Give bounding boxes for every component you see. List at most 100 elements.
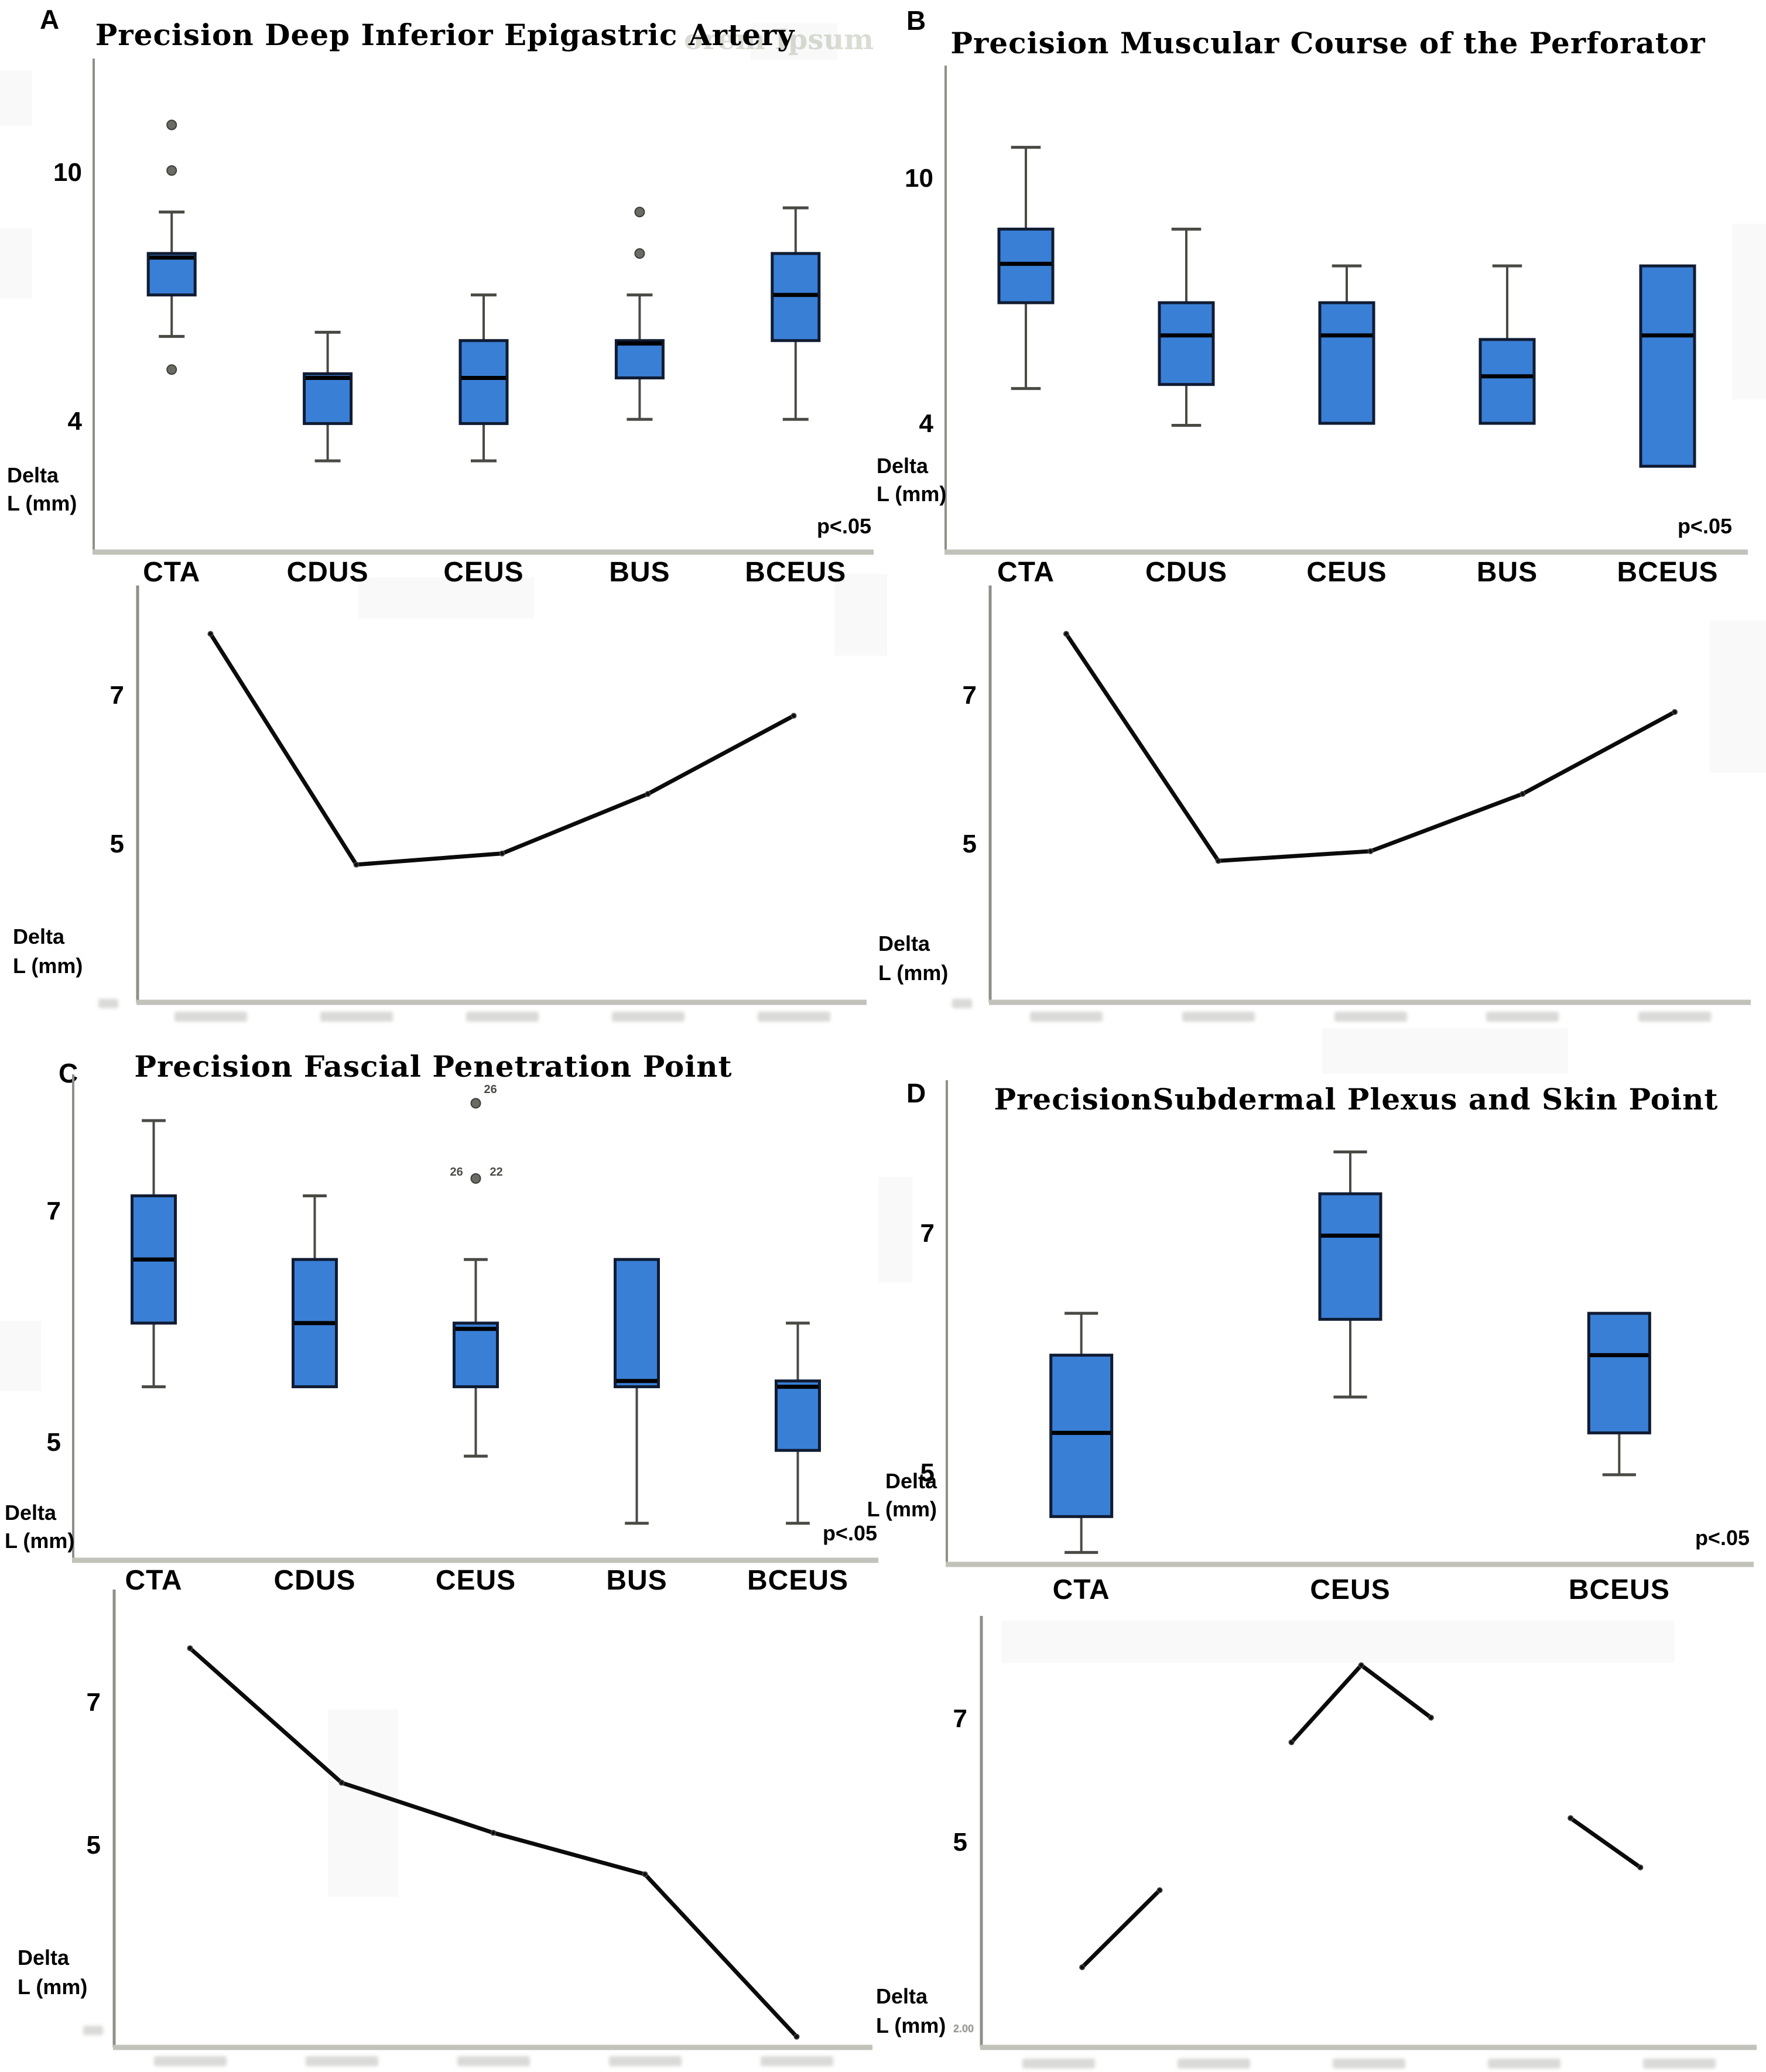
boxplot-category-D-BCEUS: BCEUS <box>1568 1574 1670 1605</box>
illegible-axis-label <box>1022 2059 1096 2068</box>
background-artifact <box>0 70 32 126</box>
illegible-axis-label <box>1178 2059 1251 2068</box>
box-A-CTA <box>146 252 197 297</box>
line-series-A-0 <box>208 632 796 867</box>
box-A-CDUS <box>303 372 353 425</box>
background-artifact <box>1322 1028 1568 1074</box>
linechart-ytick-A-5: 5 <box>109 830 124 858</box>
boxplot-category-A-CDUS: CDUS <box>286 557 369 588</box>
line-point-B <box>1519 791 1526 797</box>
illegible-axis-label <box>608 2056 682 2066</box>
illegible-axis-label <box>1642 2059 1716 2068</box>
illegible-axis-label <box>174 1012 247 1022</box>
boxplot-ylabel-line1-B: Delta <box>877 454 929 478</box>
illegible-axis-label <box>952 999 972 1008</box>
line-point-D <box>1637 1864 1644 1871</box>
boxplot-ytick-D-5: 5 <box>920 1458 935 1487</box>
background-artifact <box>751 23 837 60</box>
faint-watermark-text: orem Ipsum <box>684 23 874 56</box>
background-artifact <box>1710 621 1766 773</box>
linechart-ytick-A-7: 7 <box>109 680 124 710</box>
line-point-A <box>645 791 651 797</box>
panel-letter-d: D <box>906 1078 926 1108</box>
line-point-C <box>642 1871 648 1878</box>
outlier-A-CTA-0 <box>166 119 177 131</box>
line-point-C <box>187 1645 193 1652</box>
boxplot-ytick-C-5: 5 <box>46 1428 61 1457</box>
box-B-BUS <box>1478 338 1536 425</box>
line-series-D-0 <box>1080 1888 1162 1970</box>
line-point-B <box>1063 631 1069 637</box>
outlier-C-CEUS-0 <box>470 1098 481 1109</box>
boxplot-ylabel-line2-D: L (mm) <box>867 1497 937 1521</box>
boxplot-category-A-CEUS: CEUS <box>443 557 524 588</box>
panel-title-b: Precision Muscular Course of the Perfora… <box>950 26 1706 60</box>
illegible-axis-label <box>757 1012 830 1022</box>
outlier-label: 26 <box>450 1165 463 1179</box>
illegible-axis-label <box>1487 2059 1560 2068</box>
boxplot-ylabel-line1-A: Delta <box>7 463 59 487</box>
panel-title-a: Precision Deep Inferior Epigastric Arter… <box>95 18 795 52</box>
illegible-axis-label <box>611 1012 685 1022</box>
boxplot-category-B-CEUS: CEUS <box>1306 557 1387 588</box>
illegible-axis-label <box>1182 1012 1255 1022</box>
boxplot-ytick-A-4: 4 <box>67 407 82 436</box>
boxplot-category-A-BUS: BUS <box>609 557 670 588</box>
line-point-C <box>338 1779 345 1786</box>
line-point-D <box>1156 1887 1163 1893</box>
p-value-annotation-B: p<.05 <box>1677 514 1732 538</box>
line-point-A <box>790 713 797 719</box>
boxplot-category-C-CEUS: CEUS <box>435 1565 516 1596</box>
linechart-ylabel-line1-C: Delta <box>18 1946 70 1970</box>
line-point-C <box>490 1830 497 1836</box>
outlier-C-CEUS-1 <box>470 1173 481 1184</box>
boxplot-ylabel-line2-A: L (mm) <box>7 491 77 515</box>
box-A-BUS <box>614 339 665 379</box>
boxplot-ytick-A-10: 10 <box>53 158 82 187</box>
boxplot-ylabel-line2-B: L (mm) <box>877 482 947 506</box>
background-artifact <box>1732 224 1766 399</box>
background-artifact <box>358 577 534 618</box>
line-point-B <box>1215 858 1221 864</box>
line-point-C <box>793 2033 800 2040</box>
line-point-D <box>1079 1964 1086 1971</box>
background-artifact <box>0 228 32 299</box>
line-point-D <box>1358 1662 1364 1669</box>
illegible-axis-label <box>1029 1012 1103 1022</box>
boxplot-category-A-CTA: CTA <box>143 557 201 588</box>
illegible-axis-label <box>305 2056 378 2066</box>
outlier-label: 22 <box>490 1165 503 1179</box>
boxplot-ylabel-line2-C: L (mm) <box>5 1529 75 1553</box>
boxplot-ytick-B-4: 4 <box>919 409 933 438</box>
background-artifact <box>1001 1621 1675 1663</box>
illegible-axis-label <box>466 1012 539 1022</box>
illegible-axis-label <box>83 2026 103 2035</box>
boxplot-category-C-BCEUS: BCEUS <box>747 1565 849 1596</box>
boxplot-category-C-BUS: BUS <box>606 1565 668 1596</box>
illegible-axis-label <box>1638 1012 1712 1022</box>
line-point-D <box>1568 1815 1574 1821</box>
background-artifact <box>328 1710 398 1897</box>
panel-letter-c: C <box>59 1058 78 1088</box>
outlier-A-CTA-1 <box>166 165 177 176</box>
box-A-CEUS <box>458 339 509 425</box>
line-series-D-2 <box>1568 1816 1642 1870</box>
illegible-axis-label <box>457 2056 530 2066</box>
line-point-A <box>207 631 214 637</box>
p-value-annotation-D: p<.05 <box>1695 1526 1750 1550</box>
line-series-C-0 <box>188 1646 799 2039</box>
linechart-ylabel-line1-D: Delta <box>876 1984 928 2008</box>
boxplot-category-B-BUS: BUS <box>1476 557 1538 588</box>
outlier-A-BUS-1 <box>634 248 645 259</box>
boxplot-category-D-CTA: CTA <box>1052 1574 1110 1605</box>
background-artifact <box>878 1177 912 1282</box>
linechart-ylabel-line2-D: L (mm) <box>876 2013 946 2037</box>
boxplot-ytick-C-7: 7 <box>46 1197 61 1226</box>
linechart-ytick-B-5: 5 <box>962 830 977 858</box>
linechart-ytick-C-7: 7 <box>86 1687 101 1717</box>
linechart-ylabel-line2-B: L (mm) <box>878 961 949 985</box>
box-D-CEUS <box>1318 1192 1382 1321</box>
boxplot-category-C-CDUS: CDUS <box>273 1565 356 1596</box>
